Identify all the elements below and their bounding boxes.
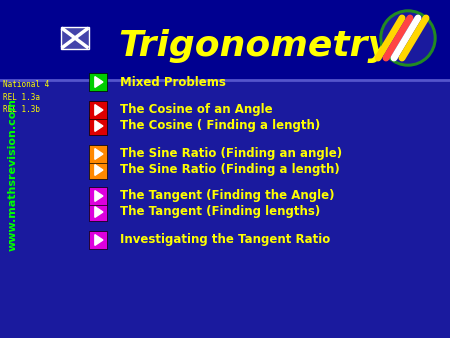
Text: The Tangent (Finding lengths): The Tangent (Finding lengths) (120, 206, 320, 218)
FancyBboxPatch shape (89, 101, 107, 119)
Polygon shape (95, 149, 103, 160)
Text: The Cosine ( Finding a length): The Cosine ( Finding a length) (120, 120, 320, 132)
Text: The Cosine of an Angle: The Cosine of an Angle (120, 103, 273, 117)
Text: www.mathsrevision.com: www.mathsrevision.com (8, 99, 18, 251)
Circle shape (383, 13, 433, 63)
FancyBboxPatch shape (89, 145, 107, 163)
Polygon shape (95, 77, 103, 88)
Polygon shape (95, 207, 103, 217)
Text: Investigating the Tangent Ratio: Investigating the Tangent Ratio (120, 234, 330, 246)
FancyBboxPatch shape (89, 203, 107, 221)
FancyBboxPatch shape (89, 117, 107, 135)
Polygon shape (95, 121, 103, 131)
Polygon shape (95, 191, 103, 201)
Text: The Sine Ratio (Finding an angle): The Sine Ratio (Finding an angle) (120, 147, 342, 161)
Text: National 4
REL 1.3a
REL 1.3b: National 4 REL 1.3a REL 1.3b (3, 80, 49, 114)
Text: The Tangent (Finding the Angle): The Tangent (Finding the Angle) (120, 190, 334, 202)
Text: Mixed Problems: Mixed Problems (120, 75, 226, 89)
FancyBboxPatch shape (89, 161, 107, 179)
Polygon shape (95, 104, 103, 115)
FancyBboxPatch shape (89, 187, 107, 205)
FancyBboxPatch shape (89, 231, 107, 249)
Polygon shape (95, 165, 103, 175)
FancyBboxPatch shape (61, 27, 89, 49)
Text: The Sine Ratio (Finding a length): The Sine Ratio (Finding a length) (120, 164, 340, 176)
Text: Trigonometry: Trigonometry (118, 29, 392, 63)
Circle shape (380, 10, 436, 66)
FancyBboxPatch shape (0, 0, 450, 80)
Polygon shape (95, 235, 103, 245)
FancyBboxPatch shape (89, 73, 107, 91)
